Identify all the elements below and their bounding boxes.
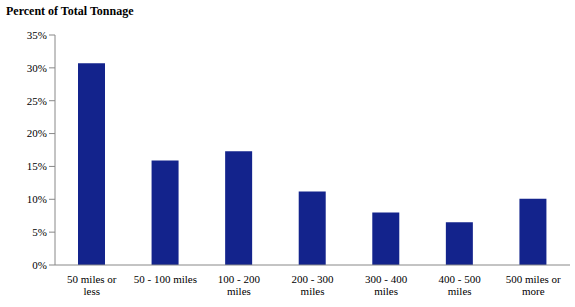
svg-text:5%: 5% (32, 226, 47, 238)
svg-text:20%: 20% (27, 127, 47, 139)
svg-text:300 - 400miles: 300 - 400miles (365, 273, 408, 297)
svg-text:100 - 200miles: 100 - 200miles (218, 273, 261, 297)
svg-text:15%: 15% (27, 160, 47, 172)
svg-text:30%: 30% (27, 62, 47, 74)
svg-text:50 miles orless: 50 miles orless (67, 273, 117, 297)
svg-text:10%: 10% (27, 193, 47, 205)
svg-text:400 - 500miles: 400 - 500miles (439, 273, 482, 297)
html-text:Percent of Total Tonnage: Percent of Total Tonnage (6, 4, 134, 18)
svg-text:0%: 0% (32, 259, 47, 271)
svg-text:50 - 100 miles: 50 - 100 miles (134, 273, 197, 285)
svg-text:500 miles ormore: 500 miles ormore (506, 273, 561, 297)
svg-text:35%: 35% (27, 29, 47, 41)
svg-text:200 - 300miles: 200 - 300miles (291, 273, 334, 297)
svg-text:25%: 25% (27, 95, 47, 107)
